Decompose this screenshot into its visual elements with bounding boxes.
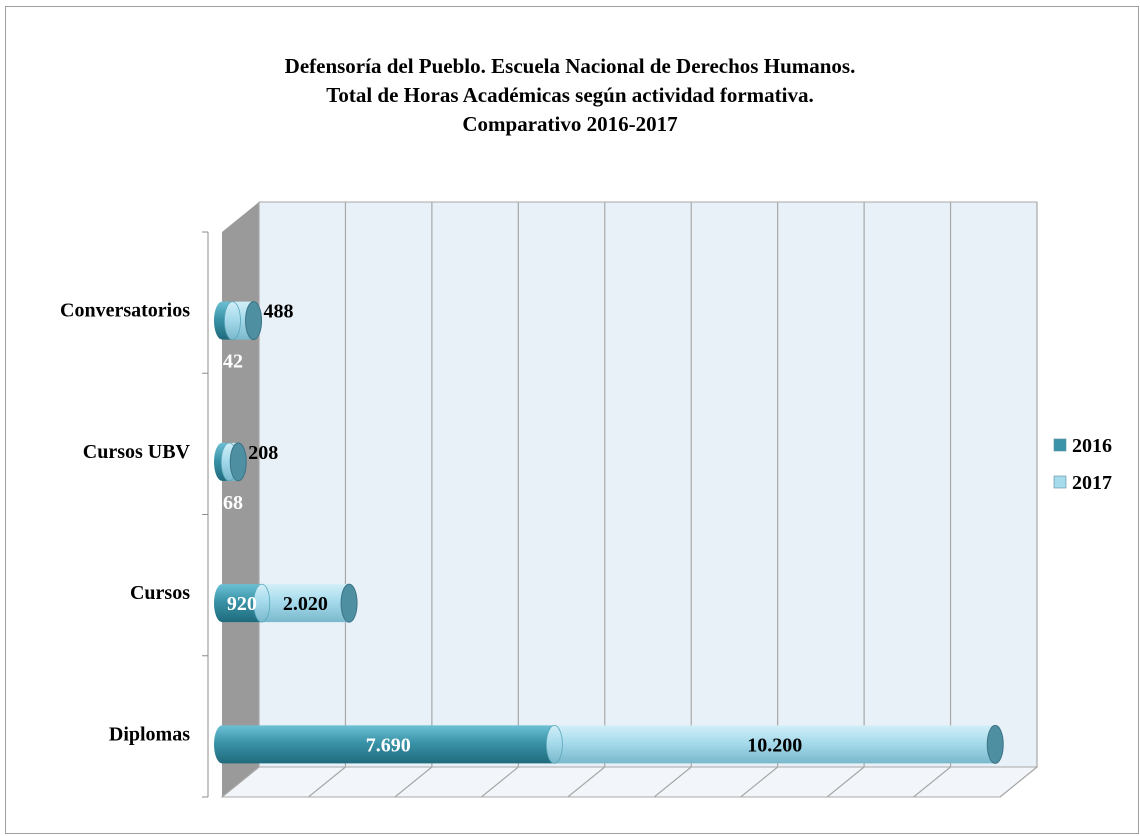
bar-cap-right <box>245 301 263 341</box>
bar-2016 <box>222 725 555 764</box>
floor <box>220 766 1039 798</box>
gridline <box>394 766 433 798</box>
legend-label-2016: 2016 <box>1072 435 1112 457</box>
data-label-2016: 168 <box>213 492 243 514</box>
category-label: Cursos <box>130 582 190 604</box>
gridline <box>480 766 519 798</box>
gridline <box>308 766 346 798</box>
side-wall <box>222 202 259 797</box>
data-label-2016: 7.690 <box>366 734 411 756</box>
bar-segment-edge <box>224 301 241 341</box>
data-label-2017: 2.020 <box>283 593 328 615</box>
chart-title: Defensoría del Pueblo. Escuela Nacional … <box>0 52 1140 139</box>
category-label: Cursos UBV <box>83 441 191 463</box>
data-label-2016: 920 <box>227 593 257 615</box>
plot-walls <box>220 201 1039 798</box>
bar-cap-right <box>340 583 358 623</box>
chart-title-line-1: Defensoría del Pueblo. Escuela Nacional … <box>284 54 856 78</box>
data-label-2017: 10.200 <box>747 734 802 756</box>
gridline <box>221 766 260 798</box>
chart-title-line-3: Comparativo 2016-2017 <box>462 112 678 136</box>
bar-2017 <box>554 725 996 764</box>
bar-cap-right <box>986 724 1004 764</box>
legend: 2016 2017 <box>1053 435 1112 494</box>
legend-swatch-2017 <box>1053 475 1067 489</box>
category-label: Diplomas <box>109 723 190 745</box>
data-label-2017: 208 <box>248 442 278 464</box>
bar-segment-edge <box>545 724 563 764</box>
bar-cap-right <box>229 442 247 482</box>
bar-segment-edge <box>253 583 271 623</box>
gridlines <box>221 202 1038 798</box>
chart-title-line-2: Total de Horas Académicas según activida… <box>326 83 814 107</box>
gridline <box>653 766 692 798</box>
data-label-2016: 242 <box>213 351 243 373</box>
gridline <box>826 766 865 798</box>
category-label: Conversatorios <box>60 300 190 322</box>
gridline <box>567 766 606 798</box>
bars <box>214 301 1004 764</box>
bar-2017 <box>261 584 350 623</box>
legend-label-2017: 2017 <box>1072 472 1112 494</box>
data-label-2017: 488 <box>264 301 294 323</box>
data-labels: 242 488 168 208 920 2.020 7.690 10.200 <box>213 301 802 757</box>
gridline <box>913 766 951 798</box>
gridline <box>999 766 1038 798</box>
category-axis: Conversatorios Cursos UBV Cursos Diplomas <box>60 231 209 798</box>
back-wall <box>258 201 1038 768</box>
legend-swatch-2016 <box>1053 438 1067 452</box>
gridline <box>740 766 779 798</box>
